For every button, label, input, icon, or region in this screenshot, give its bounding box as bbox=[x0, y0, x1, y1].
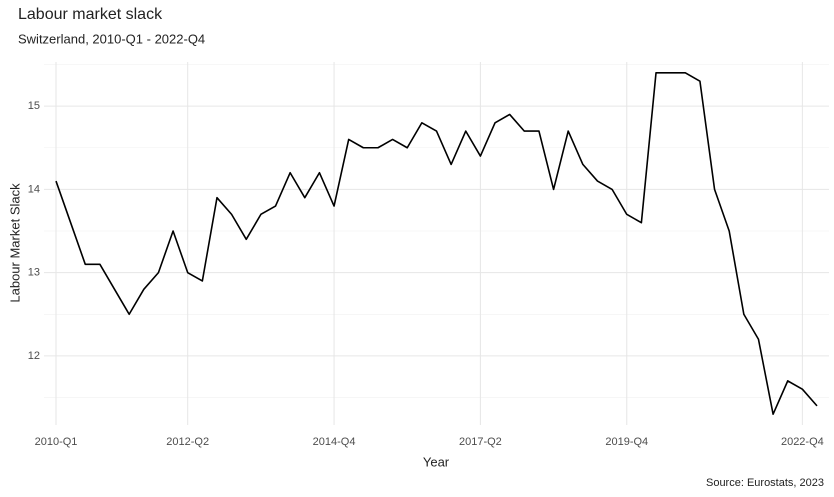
y-tick-label: 15 bbox=[28, 100, 40, 112]
y-axis-label: Labour Market Slack bbox=[7, 183, 22, 303]
chart-title: Labour market slack bbox=[18, 6, 163, 23]
y-tick-label: 13 bbox=[28, 267, 40, 279]
y-tick-label: 14 bbox=[28, 183, 40, 195]
x-tick-label: 2019-Q4 bbox=[605, 436, 648, 448]
y-tick-label: 12 bbox=[28, 350, 40, 362]
x-tick-label: 2012-Q2 bbox=[166, 436, 209, 448]
x-tick-label: 2017-Q2 bbox=[459, 436, 502, 448]
x-axis-label: Year bbox=[423, 454, 450, 469]
x-tick-label: 2022-Q4 bbox=[781, 436, 824, 448]
x-tick-label: 2010-Q1 bbox=[35, 436, 78, 448]
chart-subtitle: Switzerland, 2010-Q1 - 2022-Q4 bbox=[18, 31, 205, 46]
x-tick-label: 2014-Q4 bbox=[313, 436, 356, 448]
caption: Source: Eurostats, 2023 bbox=[706, 477, 824, 489]
line bbox=[55, 72, 818, 415]
